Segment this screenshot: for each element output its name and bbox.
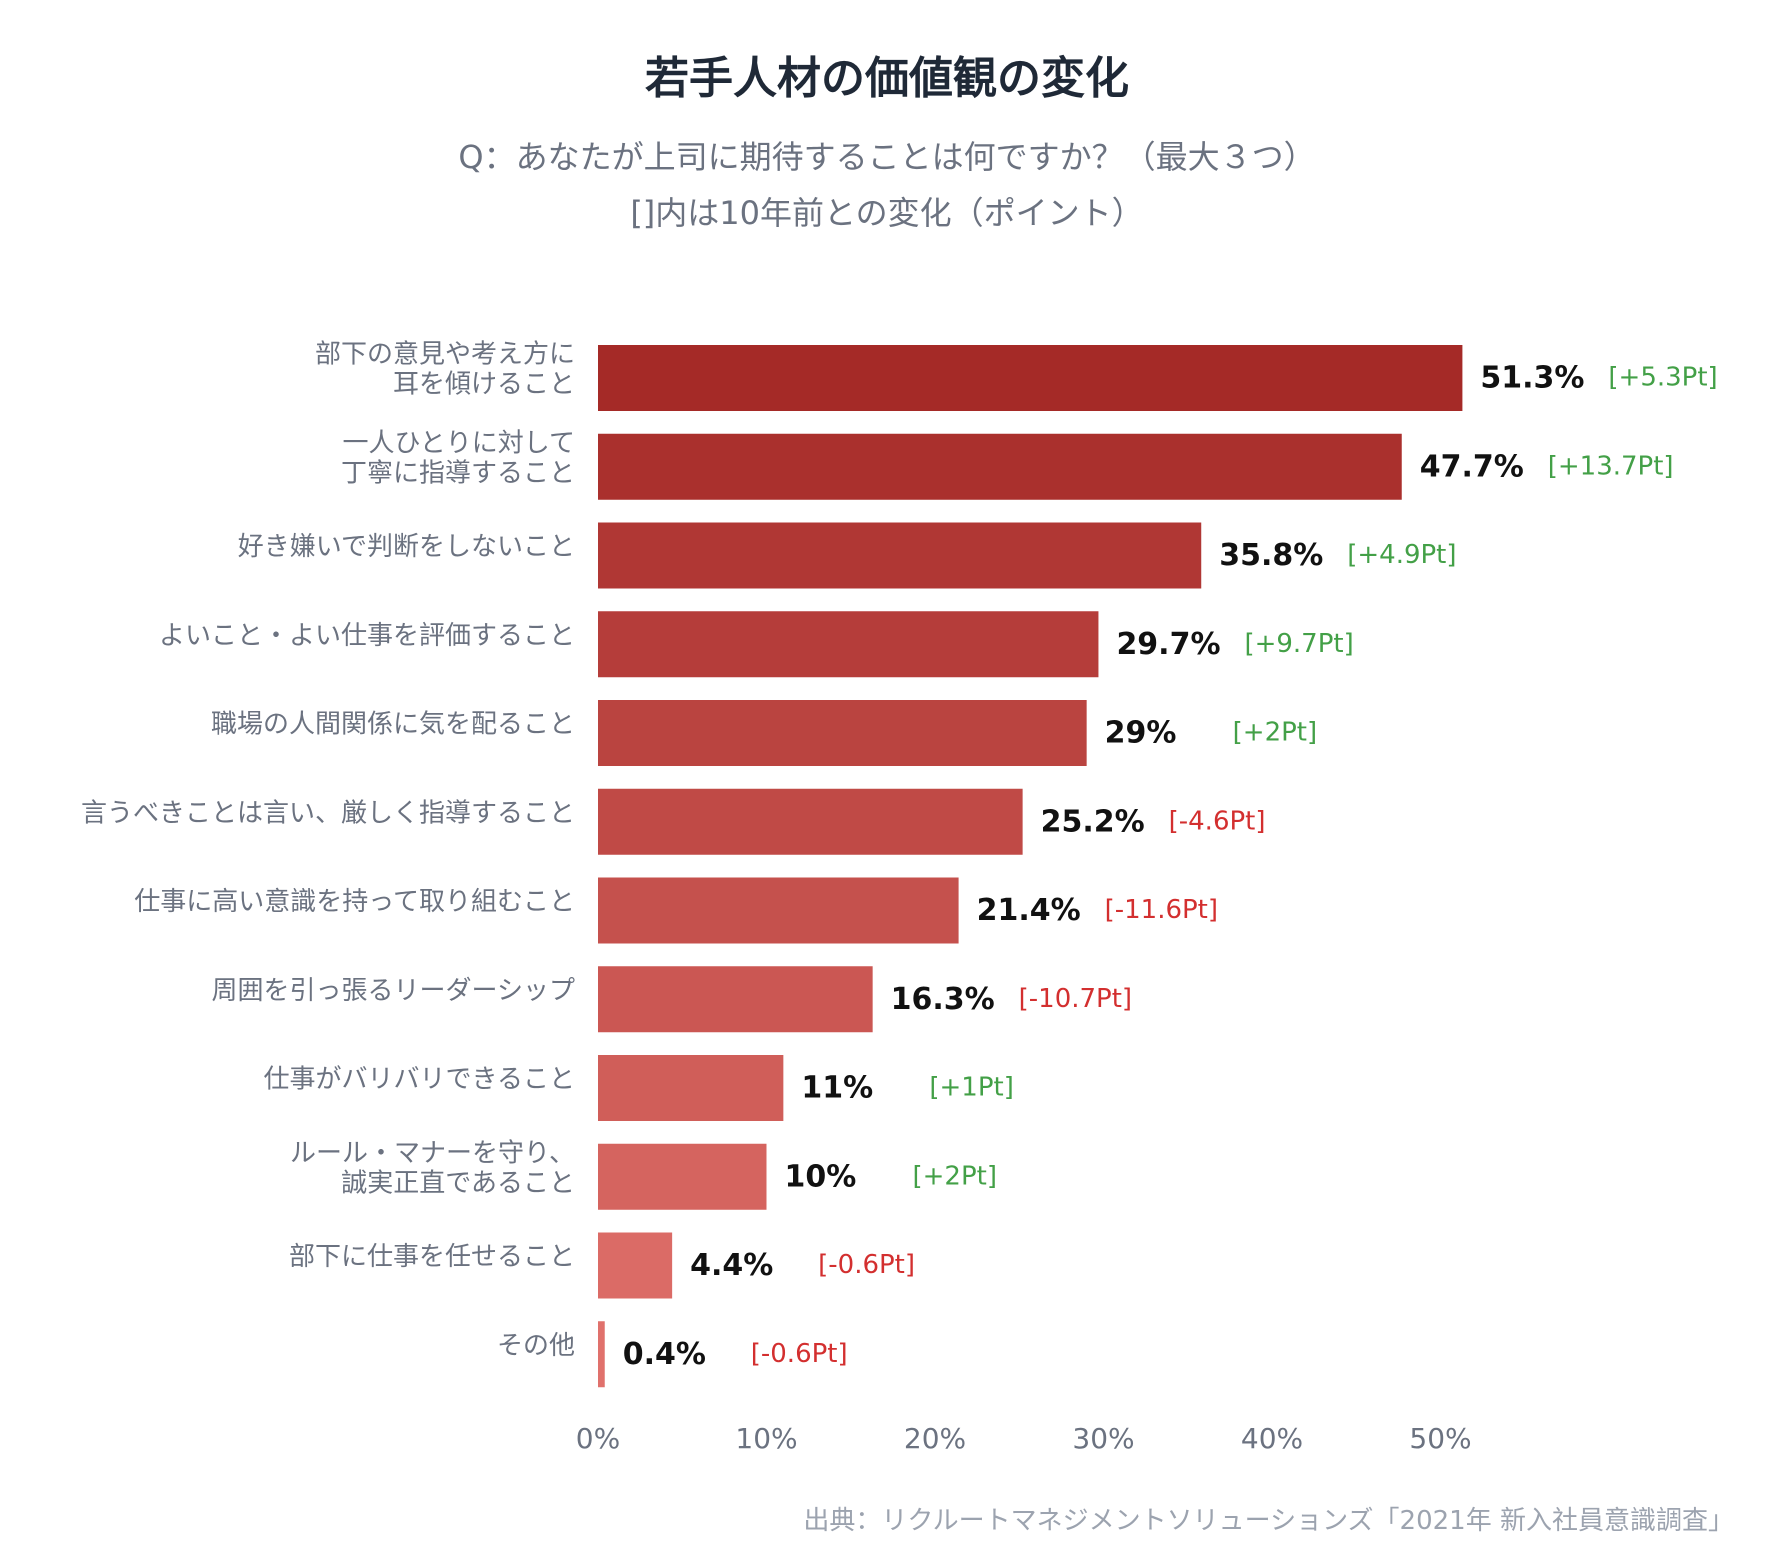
value-label: 47.7% [1420, 449, 1524, 484]
category-label: 部下の意見や考え方に [315, 340, 575, 370]
value-label: 35.8% [1219, 538, 1323, 573]
bar [598, 1143, 767, 1210]
x-tick-label: 0% [576, 1422, 620, 1455]
category-label: 周囲を引っ張るリーダーシップ [212, 976, 575, 1006]
bar [598, 1055, 784, 1121]
x-axis: 0% 10% 20% 30% 40% 50% [576, 1422, 1472, 1455]
value-label: 16.3% [891, 982, 995, 1017]
change-label: [+2Pt] [913, 1161, 998, 1191]
category-label: 仕事に高い意識を持って取り組むこと [134, 887, 575, 917]
bar [598, 345, 1463, 411]
change-label: [+13.7Pt] [1548, 451, 1674, 481]
change-label: [-0.6Pt] [818, 1250, 915, 1280]
value-label: 29% [1105, 716, 1177, 751]
x-tick-label: 50% [1409, 1422, 1471, 1455]
change-label: [+4.9Pt] [1347, 540, 1456, 570]
category-label: 好き嫌いで判断をしないこと [238, 532, 575, 562]
value-label: 0.4% [623, 1337, 706, 1372]
bar [598, 877, 959, 944]
category-label: ルール・マナーを守り、 [290, 1138, 575, 1168]
category-label: 丁寧に指導すること [341, 458, 575, 488]
change-label: [-0.6Pt] [751, 1339, 848, 1369]
category-label: 誠実正直であること [341, 1168, 575, 1198]
value-label: 25.2% [1041, 804, 1145, 839]
value-label: 51.3% [1480, 361, 1584, 396]
change-label: [+9.7Pt] [1244, 629, 1353, 659]
bar [598, 966, 873, 1033]
bar [598, 700, 1087, 766]
value-label: 29.7% [1116, 627, 1220, 662]
chart-subtitle-line-2: []内は10年前との変化（ポイント） [630, 194, 1144, 232]
category-label: 一人ひとりに対して [343, 428, 575, 458]
x-tick-label: 40% [1241, 1422, 1303, 1455]
category-label: よいこと・よい仕事を評価すること [159, 621, 575, 651]
source-note: 出典：リクルートマネジメントソリューションズ「2021年 新入社員意識調査」 [803, 1506, 1734, 1536]
change-label: [-11.6Pt] [1105, 895, 1218, 925]
change-label: [+1Pt] [929, 1073, 1014, 1103]
change-label: [-4.6Pt] [1169, 806, 1266, 836]
value-label: 21.4% [977, 893, 1081, 928]
bar-chart: 部下の意見や考え方に耳を傾けること一人ひとりに対して丁寧に指導すること好き嫌いで… [81, 340, 1718, 1456]
category-label: 言うべきことは言い、厳しく指導すること [81, 798, 575, 828]
value-label: 11% [801, 1071, 873, 1106]
value-label: 10% [785, 1159, 857, 1194]
change-labels: [+5.3Pt] [+13.7Pt] [+4.9Pt] [+9.7Pt] [+2Pt] [… [751, 363, 1718, 1369]
chart-title: 若手人材の価値観の変化 [645, 53, 1129, 104]
bar [598, 788, 1023, 855]
category-label: その他 [497, 1331, 575, 1361]
change-label: [+5.3Pt] [1608, 363, 1717, 393]
category-label: 職場の人間関係に気を配ること [211, 710, 575, 740]
bar [598, 1321, 605, 1388]
bar [598, 611, 1099, 678]
category-label: 耳を傾けること [393, 370, 575, 400]
x-tick-label: 20% [904, 1422, 966, 1455]
chart-subtitle-line-1: Q：あなたが上司に期待することは何ですか？（最大３つ） [458, 138, 1316, 176]
bars [598, 345, 1463, 1388]
bar [598, 522, 1202, 589]
bar [598, 1232, 673, 1299]
change-label: [-10.7Pt] [1019, 984, 1132, 1014]
x-tick-label: 10% [735, 1422, 797, 1455]
category-label: 仕事がバリバリできること [264, 1065, 575, 1095]
category-labels: 部下の意見や考え方に耳を傾けること一人ひとりに対して丁寧に指導すること好き嫌いで… [81, 340, 575, 1361]
value-labels: 51.3% 47.7% 35.8% 29.7% 29% 25.2% 21.4% 16.3% 11… [623, 361, 1585, 1372]
change-label: [+2Pt] [1233, 718, 1318, 748]
category-label: 部下に仕事を任せること [289, 1242, 575, 1272]
bar [598, 433, 1402, 500]
x-tick-label: 30% [1072, 1422, 1134, 1455]
value-label: 4.4% [690, 1248, 773, 1283]
